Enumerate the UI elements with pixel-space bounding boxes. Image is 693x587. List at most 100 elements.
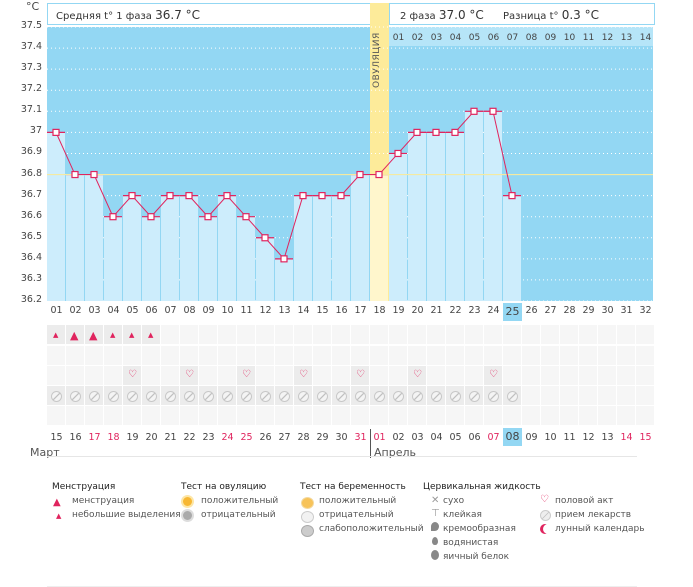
calendar-cell[interactable] [579,346,597,365]
calendar-cell[interactable] [370,386,388,405]
calendar-cell[interactable] [617,346,635,365]
x-tick-label[interactable]: 15 [316,305,329,316]
calendar-cell[interactable] [275,325,293,344]
x-tick-label[interactable]: 22 [449,305,462,316]
calendar-cell[interactable] [123,386,141,405]
calendar-cell[interactable] [427,406,445,425]
calendar-cell[interactable] [370,346,388,365]
calendar-cell[interactable]: ♡ [408,366,426,385]
x-tick-label[interactable]: 07 [164,305,177,316]
calendar-date[interactable]: 25 [240,432,253,443]
calendar-cell[interactable] [180,386,198,405]
x-tick-label[interactable]: 13 [278,305,291,316]
x-tick-label[interactable]: 08 [183,305,196,316]
calendar-cell[interactable] [275,346,293,365]
calendar-cell[interactable] [294,406,312,425]
calendar-cell[interactable] [161,325,179,344]
calendar-cell[interactable] [47,366,65,385]
x-tick-label[interactable]: 26 [525,305,538,316]
calendar-date[interactable]: 17 [88,432,101,443]
calendar-cell[interactable] [484,386,502,405]
calendar-cell[interactable] [66,366,84,385]
calendar-cell[interactable] [351,325,369,344]
calendar-cell[interactable] [522,346,540,365]
calendar-cell[interactable] [85,406,103,425]
calendar-cell[interactable] [579,325,597,344]
calendar-cell[interactable] [123,406,141,425]
calendar-cell[interactable] [465,366,483,385]
calendar-cell[interactable] [218,406,236,425]
calendar-cell[interactable] [218,366,236,385]
calendar-cell[interactable] [256,366,274,385]
calendar-cell[interactable] [560,346,578,365]
calendar-cell[interactable] [85,346,103,365]
x-tick-label[interactable]: 28 [563,305,576,316]
calendar-date[interactable]: 18 [107,432,120,443]
calendar-cell[interactable] [180,406,198,425]
calendar-cell[interactable] [123,346,141,365]
calendar-cell[interactable] [560,406,578,425]
calendar-cell[interactable] [218,346,236,365]
x-tick-label[interactable]: 30 [601,305,614,316]
calendar-date[interactable]: 23 [202,432,215,443]
calendar-cell[interactable] [47,386,65,405]
calendar-cell[interactable] [66,406,84,425]
x-tick-label[interactable]: 09 [202,305,215,316]
calendar-date[interactable]: 29 [316,432,329,443]
calendar-cell[interactable] [275,386,293,405]
calendar-date[interactable]: 13 [601,432,614,443]
calendar-cell[interactable] [484,346,502,365]
calendar-date[interactable]: 28 [297,432,310,443]
calendar-cell[interactable] [579,406,597,425]
calendar-cell[interactable] [408,346,426,365]
calendar-cell[interactable] [465,406,483,425]
calendar-cell[interactable] [199,386,217,405]
calendar-date[interactable]: 09 [525,432,538,443]
calendar-cell[interactable] [66,346,84,365]
calendar-cell[interactable] [617,366,635,385]
calendar-cell[interactable]: ▲ [104,325,122,344]
calendar-date[interactable]: 24 [221,432,234,443]
calendar-cell[interactable] [237,346,255,365]
calendar-cell[interactable] [161,406,179,425]
x-tick-label[interactable]: 10 [221,305,234,316]
calendar-cell[interactable] [332,386,350,405]
x-tick-label[interactable]: 02 [69,305,82,316]
calendar-date[interactable]: 04 [430,432,443,443]
calendar-cell[interactable] [427,346,445,365]
calendar-cell[interactable] [598,386,616,405]
calendar-date[interactable]: 16 [69,432,82,443]
calendar-cell[interactable] [275,366,293,385]
calendar-date[interactable]: 27 [278,432,291,443]
calendar-date[interactable]: 12 [582,432,595,443]
x-tick-label[interactable]: 06 [145,305,158,316]
x-tick-label[interactable]: 32 [639,305,652,316]
calendar-date[interactable]: 01 [373,432,386,443]
calendar-cell[interactable] [598,325,616,344]
x-tick-label[interactable]: 01 [50,305,63,316]
calendar-cell[interactable] [199,366,217,385]
calendar-cell[interactable] [161,386,179,405]
calendar-cell[interactable] [313,346,331,365]
calendar-cell[interactable] [104,346,122,365]
x-tick-label[interactable]: 05 [126,305,139,316]
calendar-cell[interactable] [541,346,559,365]
calendar-date[interactable]: 03 [411,432,424,443]
calendar-date[interactable]: 15 [639,432,652,443]
calendar-cell[interactable] [541,386,559,405]
calendar-cell[interactable] [522,406,540,425]
calendar-cell[interactable] [503,406,521,425]
calendar-cell[interactable] [199,406,217,425]
calendar-cell[interactable] [503,386,521,405]
calendar-cell[interactable]: ▲ [85,325,103,344]
calendar-cell[interactable] [351,386,369,405]
calendar-cell[interactable] [408,406,426,425]
calendar-cell[interactable] [636,406,654,425]
calendar-cell[interactable] [47,346,65,365]
calendar-cell[interactable] [617,406,635,425]
calendar-cell[interactable] [180,325,198,344]
calendar-cell[interactable] [617,325,635,344]
calendar-cell[interactable] [218,386,236,405]
calendar-cell[interactable] [541,325,559,344]
calendar-date[interactable]: 19 [126,432,139,443]
